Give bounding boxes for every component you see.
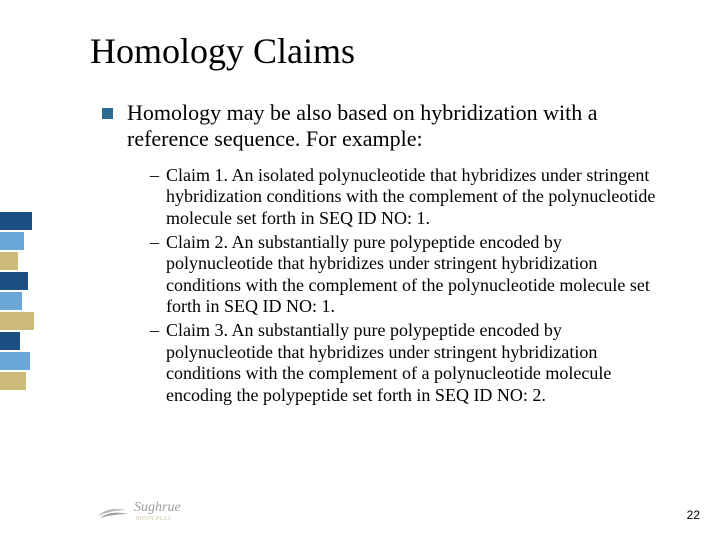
- list-item: – Claim 3. An substantially pure polypep…: [150, 320, 670, 406]
- logo-text: Sughrue: [134, 501, 181, 515]
- side-bar: [0, 372, 26, 390]
- list-item: – Claim 1. An isolated polynucleotide th…: [150, 165, 670, 230]
- side-bar: [0, 352, 30, 370]
- side-bar: [0, 332, 20, 350]
- side-bar: [0, 272, 28, 290]
- slide: Homology Claims Homology may be also bas…: [0, 0, 720, 540]
- sub-list: – Claim 1. An isolated polynucleotide th…: [90, 165, 670, 407]
- sub-item-text: Claim 3. An substantially pure polypepti…: [166, 320, 670, 406]
- logo-text-wrap: Sughrue MION PLLC: [134, 501, 181, 522]
- side-bar: [0, 212, 32, 230]
- side-decoration: [0, 212, 40, 392]
- logo-subtext: MION PLLC: [136, 516, 181, 522]
- main-bullet: Homology may be also based on hybridizat…: [90, 100, 670, 153]
- dash-icon: –: [150, 165, 166, 187]
- main-bullet-text: Homology may be also based on hybridizat…: [127, 100, 670, 153]
- dash-icon: –: [150, 232, 166, 254]
- side-bar: [0, 312, 34, 330]
- square-bullet-icon: [102, 108, 113, 119]
- sub-item-text: Claim 2. An substantially pure polypepti…: [166, 232, 670, 318]
- footer-logo: Sughrue MION PLLC: [96, 501, 181, 522]
- page-title: Homology Claims: [90, 30, 670, 72]
- page-number: 22: [687, 508, 700, 522]
- list-item: – Claim 2. An substantially pure polypep…: [150, 232, 670, 318]
- swoosh-icon: [96, 502, 130, 522]
- side-bar: [0, 232, 24, 250]
- side-bar: [0, 252, 18, 270]
- dash-icon: –: [150, 320, 166, 342]
- side-bar: [0, 292, 22, 310]
- sub-item-text: Claim 1. An isolated polynucleotide that…: [166, 165, 670, 230]
